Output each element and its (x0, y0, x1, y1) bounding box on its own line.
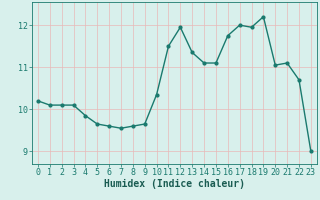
X-axis label: Humidex (Indice chaleur): Humidex (Indice chaleur) (104, 179, 245, 189)
